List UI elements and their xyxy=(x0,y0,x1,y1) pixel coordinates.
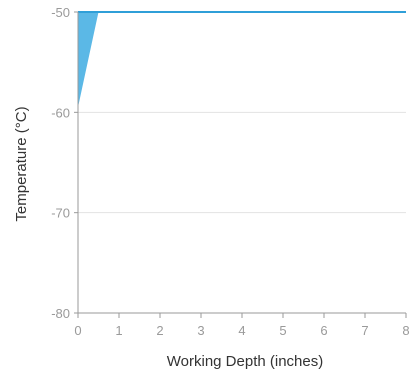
x-tick-label: 4 xyxy=(238,323,245,338)
x-axis-title: Working Depth (inches) xyxy=(167,353,323,370)
y-tick-label: -60 xyxy=(51,105,70,120)
y-tick-label: -70 xyxy=(51,206,70,221)
y-tick-label: -80 xyxy=(51,306,70,321)
axes xyxy=(74,11,407,318)
x-tick-label: 1 xyxy=(115,323,122,338)
x-tick-labels: 0 1 2 3 4 5 6 7 8 xyxy=(74,323,409,338)
grid-lines xyxy=(78,11,406,214)
x-tick-label: 0 xyxy=(74,323,81,338)
x-tick-label: 5 xyxy=(279,323,286,338)
x-tick-label: 8 xyxy=(402,323,409,338)
area-series-0 xyxy=(78,12,406,108)
y-axis-title: Temperature (°C) xyxy=(13,106,30,221)
area-layer xyxy=(78,11,406,108)
x-tick-label: 2 xyxy=(156,323,163,338)
x-tick-label: 7 xyxy=(361,323,368,338)
y-tick-labels: -50 -60 -70 -80 xyxy=(51,5,70,321)
x-tick-label: 3 xyxy=(197,323,204,338)
x-tick-label: 6 xyxy=(320,323,327,338)
y-tick-label: -50 xyxy=(51,5,70,20)
